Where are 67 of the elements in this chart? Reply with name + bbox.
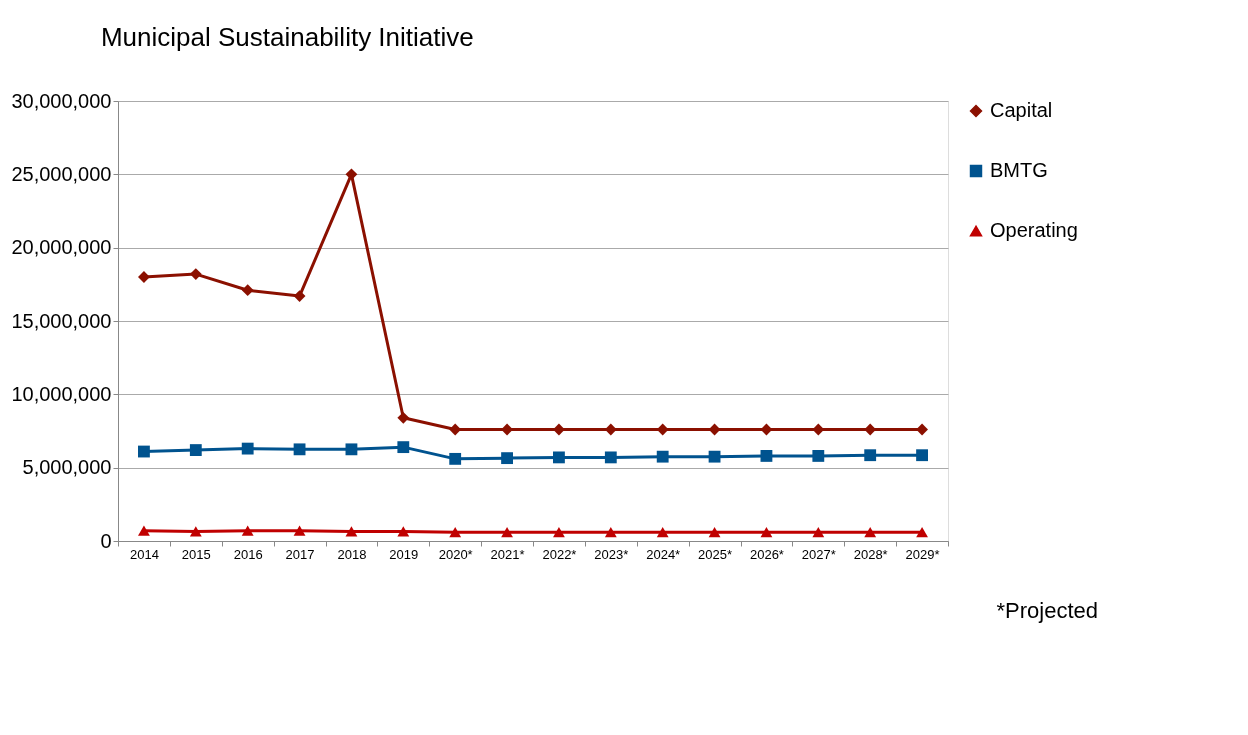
x-tick-label: 2029*	[905, 546, 940, 562]
y-tick-label: 15,000,000	[11, 309, 112, 332]
x-tick-label: 2024*	[646, 546, 681, 562]
point	[241, 442, 254, 455]
point	[449, 527, 462, 538]
point	[708, 527, 721, 538]
x-tick-label: 2017	[285, 546, 315, 562]
point	[293, 290, 306, 302]
point	[604, 527, 617, 538]
point	[812, 450, 825, 462]
point	[553, 423, 565, 436]
y-tick-label: 10,000,000	[11, 382, 112, 405]
point	[864, 449, 877, 462]
point	[449, 452, 462, 465]
point	[916, 423, 928, 436]
y-tick-label: 0	[100, 529, 112, 552]
point	[916, 527, 928, 538]
chart-title: Municipal Sustainability Initiative	[100, 22, 474, 52]
x-tick-label: 2014	[129, 546, 159, 562]
point	[656, 527, 669, 538]
x-tick-label: 2018	[337, 546, 367, 562]
point	[864, 527, 877, 538]
point	[345, 526, 358, 537]
x-tick-label: 2021*	[490, 546, 525, 562]
y-tick-label: 5,000,000	[22, 456, 112, 479]
legend-label: BMTG	[990, 159, 1048, 181]
x-tick-label: 2028*	[853, 546, 888, 562]
point	[812, 527, 825, 538]
y-tick-label: 30,000,000	[11, 89, 112, 112]
point	[189, 444, 202, 456]
point	[501, 423, 513, 436]
point	[604, 451, 617, 464]
text: *Projected	[996, 598, 1098, 623]
point	[553, 527, 565, 538]
point	[656, 450, 669, 463]
y-tick-label: 25,000,000	[11, 162, 112, 185]
point	[501, 452, 513, 465]
point	[760, 527, 773, 538]
point	[501, 527, 513, 538]
point	[345, 443, 358, 456]
point	[345, 168, 358, 181]
x-tick-label: 2027*	[801, 546, 836, 562]
point	[138, 445, 150, 458]
point	[138, 525, 150, 536]
x-tick-label: 2015	[181, 546, 211, 562]
point	[397, 411, 410, 424]
legend-label: Operating	[990, 219, 1078, 241]
y-tick-label: 20,000,000	[11, 236, 112, 259]
legend-label: Capital	[990, 99, 1053, 121]
point	[293, 443, 306, 456]
x-tick-label: 2026*	[749, 546, 784, 562]
point	[553, 451, 565, 464]
point	[397, 526, 410, 537]
x-tick-label: 2019	[389, 546, 419, 562]
x-tick-label: 2020*	[438, 546, 473, 562]
point	[293, 525, 306, 536]
point	[241, 525, 254, 536]
x-tick-label: 2016	[233, 546, 263, 562]
point	[708, 450, 721, 463]
point	[760, 450, 773, 462]
x-tick-label: 2025*	[698, 546, 733, 562]
point	[916, 449, 928, 462]
point	[397, 441, 410, 454]
x-tick-label: 2023*	[594, 546, 629, 562]
point	[189, 526, 202, 537]
x-tick-label: 2022*	[542, 546, 577, 562]
point	[241, 284, 254, 297]
